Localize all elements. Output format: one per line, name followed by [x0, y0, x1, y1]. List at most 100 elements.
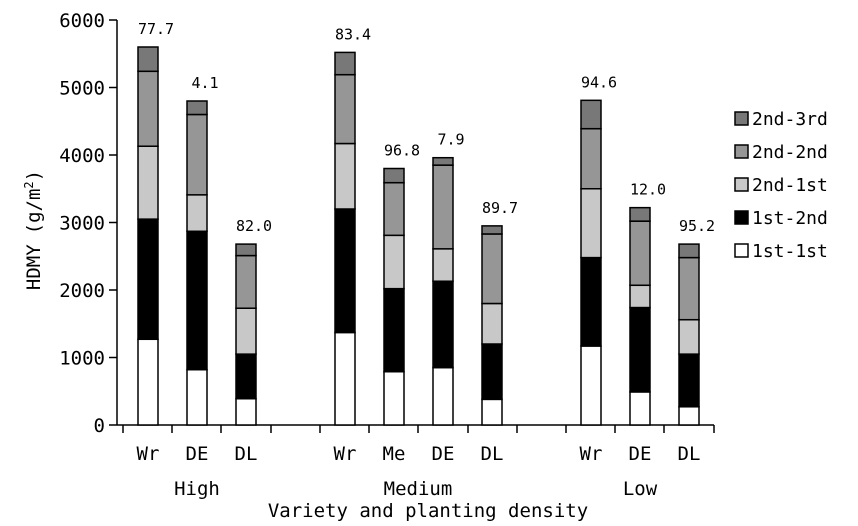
x-category-label: Wr	[580, 443, 603, 465]
x-group-label: Medium	[384, 478, 453, 500]
bar-segment-2nd-1st	[186, 194, 208, 233]
x-group-label: Low	[623, 478, 658, 500]
y-axis-title: HDMY(g/m2)	[22, 170, 45, 290]
x-category-label: Wr	[334, 443, 357, 465]
bar-segment-1st-2nd	[678, 353, 700, 408]
bar-segment-2nd-2nd	[383, 181, 405, 237]
bar-value-label: 83.4	[335, 25, 371, 43]
bar-segment-1st-1st	[235, 397, 257, 426]
x-axis-title: Variety and planting density	[268, 500, 588, 522]
bar-segment-2nd-3rd	[629, 206, 651, 222]
x-category-label: DL	[235, 443, 258, 465]
x-category-label: DE	[432, 443, 455, 465]
bar-segment-2nd-3rd	[432, 156, 454, 166]
bar-segment-2nd-1st	[481, 302, 503, 345]
bar-segment-1st-2nd	[432, 280, 454, 369]
bar-segment-1st-1st	[629, 391, 651, 426]
legend-label: 2nd-3rd	[752, 109, 828, 130]
bar-segment-2nd-3rd	[137, 46, 159, 73]
legend-label: 2nd-2nd	[752, 142, 828, 163]
bar-segment-1st-1st	[580, 345, 602, 426]
bar-segment-1st-2nd	[334, 208, 356, 334]
bar-segment-1st-1st	[481, 398, 503, 426]
bar-segment-2nd-3rd	[383, 167, 405, 184]
bar-segment-1st-2nd	[580, 256, 602, 347]
legend-swatch	[734, 144, 749, 159]
bar-segment-2nd-1st	[629, 284, 651, 309]
legend-item-2nd-1st: 2nd-1st	[734, 175, 828, 196]
bar-segment-1st-1st	[137, 338, 159, 426]
axes: 0 1000 2000 3000 4000 5000 6000	[59, 10, 715, 437]
bar-segment-2nd-1st	[678, 318, 700, 355]
bar-value-label: 77.7	[138, 20, 174, 38]
x-axis: Wr DE DL Wr Me DE DL Wr DE DL High Medium Low	[137, 443, 701, 500]
bar-segment-2nd-3rd	[334, 51, 356, 76]
bar-segment-1st-2nd	[186, 230, 208, 371]
bar-segment-1st-2nd	[383, 287, 405, 373]
y-tick-label: 5000	[59, 78, 105, 100]
bar-segment-2nd-1st	[432, 248, 454, 282]
bar-value-label: 89.7	[482, 199, 518, 217]
bar-segment-1st-2nd	[481, 343, 503, 401]
bar-segment-2nd-2nd	[678, 256, 700, 321]
bars	[137, 46, 700, 426]
x-category-label: DL	[481, 443, 504, 465]
bar-value-label: 95.2	[679, 217, 715, 235]
bar-segment-1st-2nd	[137, 218, 159, 341]
bar-segment-2nd-1st	[334, 142, 356, 210]
legend-item-2nd-2nd: 2nd-2nd	[734, 142, 828, 163]
bar-segment-2nd-3rd	[186, 100, 208, 116]
bar-segment-1st-1st	[186, 368, 208, 426]
bar-segment-2nd-2nd	[432, 164, 454, 250]
legend-swatch	[734, 177, 749, 192]
bar-segment-2nd-2nd	[481, 233, 503, 305]
x-category-label: DE	[186, 443, 209, 465]
bar-segment-2nd-3rd	[678, 243, 700, 259]
bar-segment-2nd-1st	[383, 234, 405, 290]
bar-value-label: 96.8	[384, 142, 420, 160]
legend-label: 2nd-1st	[752, 175, 828, 196]
bar-segment-2nd-3rd	[235, 243, 257, 257]
bar-segment-2nd-2nd	[235, 254, 257, 309]
x-category-label: Wr	[137, 443, 160, 465]
bar-segment-1st-1st	[678, 406, 700, 426]
legend-label: 1st-2nd	[752, 208, 828, 229]
y-tick-label: 0	[94, 415, 105, 437]
x-category-label: Me	[383, 443, 406, 465]
bar-segment-2nd-2nd	[580, 127, 602, 190]
bar-value-label: 12.0	[630, 181, 666, 199]
bar-segment-2nd-1st	[235, 307, 257, 355]
legend-item-1st-1st: 1st-1st	[734, 241, 828, 262]
bar-segment-2nd-2nd	[629, 220, 651, 287]
legend-swatch	[734, 111, 749, 126]
y-tick-label: 1000	[59, 348, 105, 370]
bar-value-label: 4.1	[191, 74, 218, 92]
legend: 2nd-3rd 2nd-2nd 2nd-1st 1st-2nd 1st-1st	[734, 109, 828, 262]
bar-value-label: 7.9	[437, 131, 464, 149]
bar-value-label: 94.6	[581, 73, 617, 91]
bar-value-label: 82.0	[236, 217, 272, 235]
bar-segment-1st-2nd	[629, 306, 651, 393]
bar-labels: 77.7 4.1 82.0 83.4 96.8 7.9 89.7 94.6 12.0 95.2	[138, 20, 715, 235]
bar-segment-1st-2nd	[235, 353, 257, 400]
bar-segment-2nd-1st	[137, 145, 159, 220]
legend-swatch	[734, 210, 749, 225]
x-category-label: DL	[678, 443, 701, 465]
bar-segment-2nd-2nd	[334, 73, 356, 145]
legend-label: 1st-1st	[752, 241, 828, 262]
y-tick-label: 3000	[59, 213, 105, 235]
bar-segment-2nd-2nd	[186, 113, 208, 196]
bar-segment-2nd-3rd	[481, 225, 503, 235]
x-category-label: DE	[629, 443, 652, 465]
y-tick-label: 2000	[59, 280, 105, 302]
bar-segment-2nd-3rd	[580, 99, 602, 130]
bar-segment-1st-1st	[334, 331, 356, 426]
y-tick-label: 4000	[59, 145, 105, 167]
bar-segment-2nd-1st	[580, 188, 602, 259]
bar-segment-2nd-2nd	[137, 70, 159, 147]
x-group-label: High	[174, 478, 220, 500]
y-tick-label: 6000	[59, 10, 105, 32]
bar-segment-1st-1st	[432, 366, 454, 426]
legend-swatch	[734, 243, 749, 258]
